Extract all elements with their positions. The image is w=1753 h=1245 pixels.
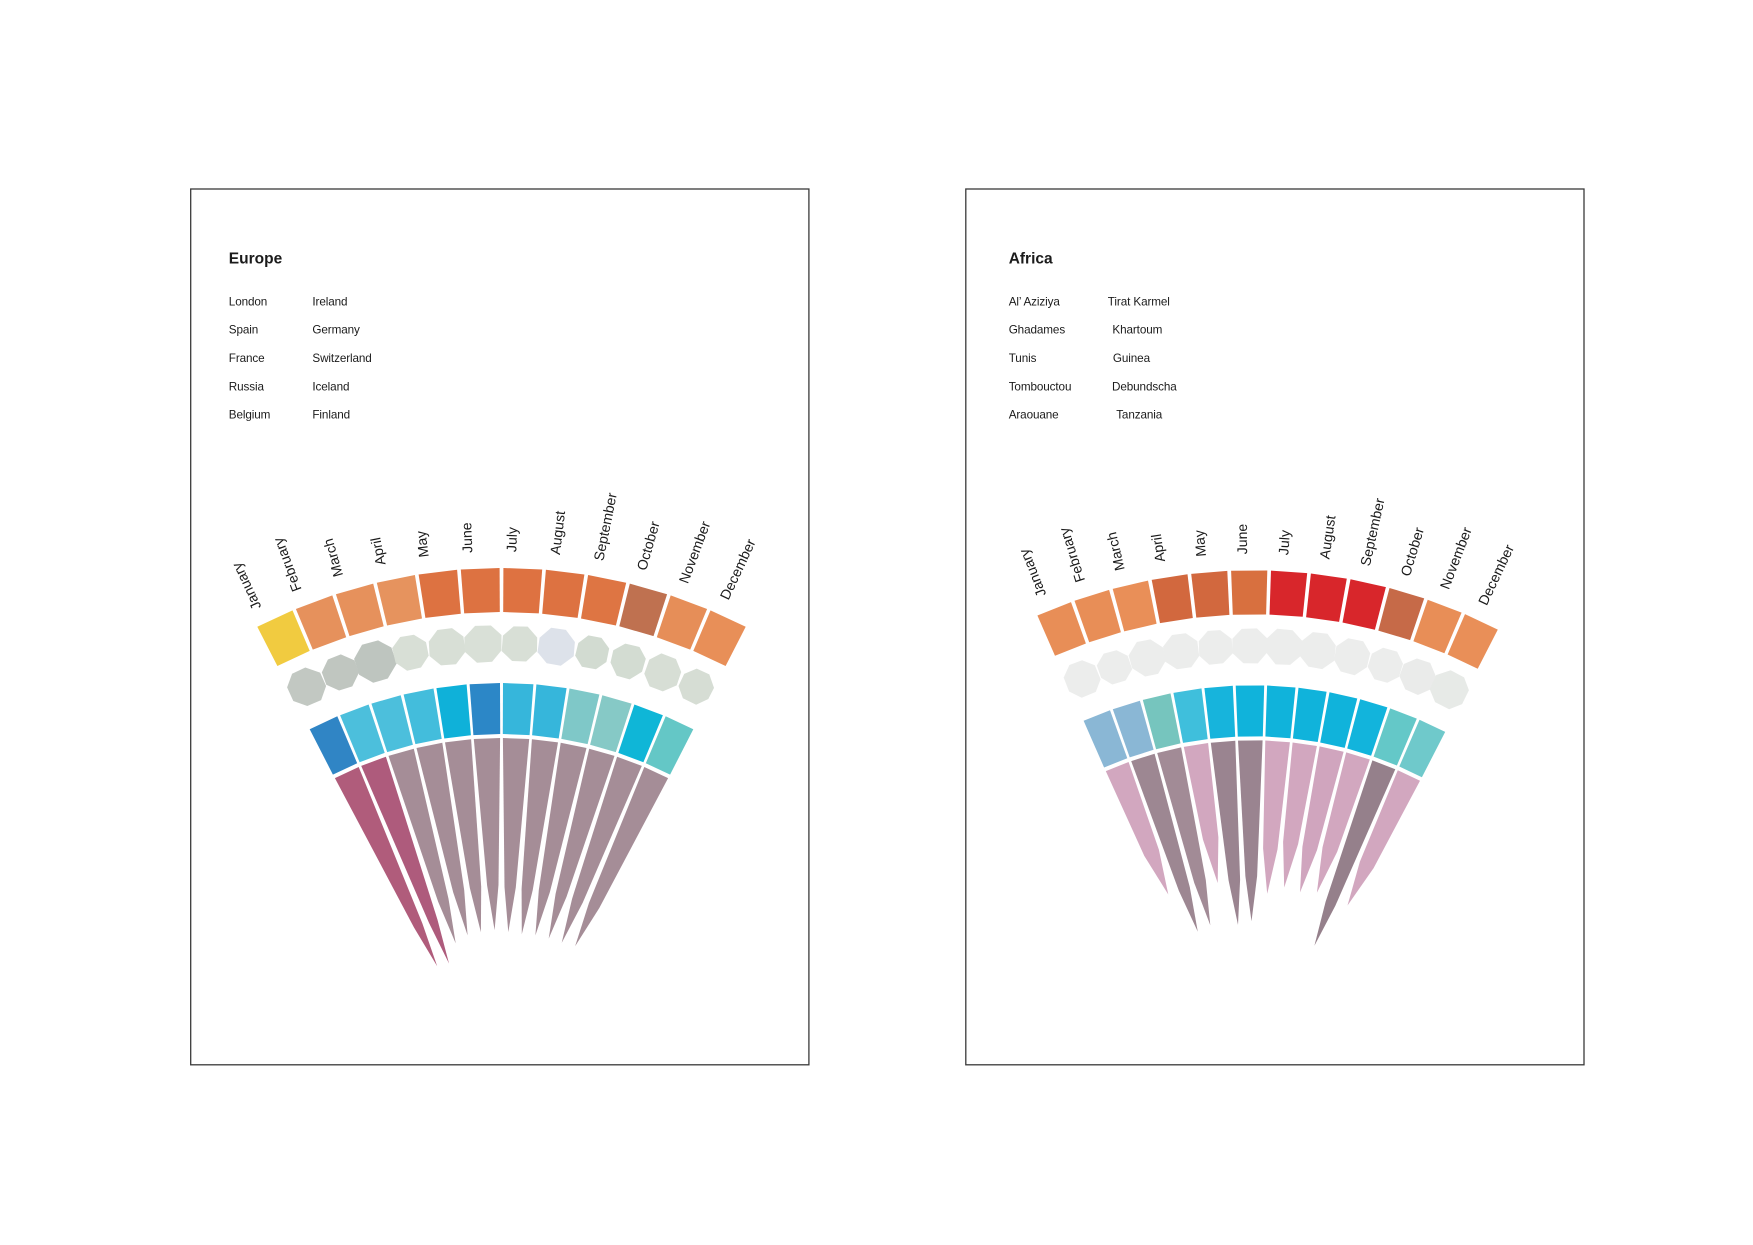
svg-text:Belgium: Belgium [229, 409, 271, 422]
svg-text:May: May [1191, 529, 1209, 558]
svg-text:August: August [1316, 514, 1338, 560]
svg-text:Ireland: Ireland [312, 295, 347, 308]
svg-text:Tombouctou: Tombouctou [1009, 380, 1072, 393]
svg-text:Africa: Africa [1009, 251, 1053, 268]
svg-text:June: June [1234, 524, 1250, 555]
svg-text:May: May [413, 529, 432, 558]
svg-text:Ghadames: Ghadames [1009, 324, 1066, 337]
svg-text:Al’ Aziziya: Al’ Aziziya [1009, 295, 1061, 308]
svg-text:Finland: Finland [312, 409, 350, 422]
svg-text:Khartoum: Khartoum [1112, 324, 1162, 337]
svg-text:July: July [503, 526, 520, 553]
svg-text:Switzerland: Switzerland [312, 352, 371, 365]
svg-text:Tirat Karmel: Tirat Karmel [1108, 295, 1170, 308]
svg-text:Germany: Germany [312, 324, 360, 337]
svg-text:August: August [547, 510, 568, 556]
svg-text:Guinea: Guinea [1113, 352, 1151, 365]
svg-text:Araouane: Araouane [1009, 409, 1059, 422]
svg-text:June: June [458, 522, 475, 553]
svg-text:Tunis: Tunis [1009, 352, 1037, 365]
svg-text:Russia: Russia [229, 380, 265, 393]
svg-text:July: July [1275, 529, 1293, 556]
svg-text:Tanzania: Tanzania [1116, 409, 1163, 422]
svg-text:April: April [367, 536, 388, 567]
svg-text:Spain: Spain [229, 324, 258, 337]
svg-text:Iceland: Iceland [312, 380, 349, 393]
svg-text:April: April [1148, 533, 1168, 563]
svg-text:London: London [229, 295, 267, 308]
svg-text:Debundscha: Debundscha [1112, 380, 1177, 393]
svg-text:France: France [229, 352, 265, 365]
svg-text:Europe: Europe [229, 251, 283, 268]
